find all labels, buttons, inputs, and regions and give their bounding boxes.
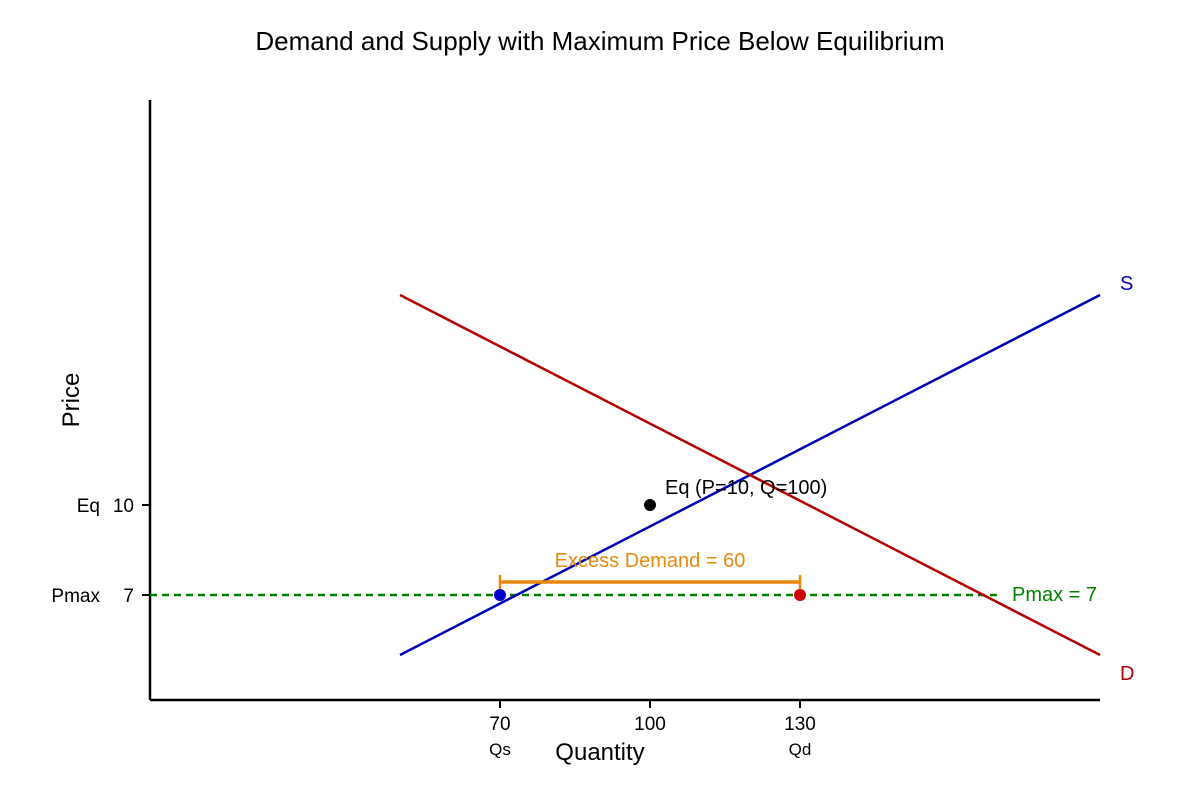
y-tick-prefix: Pmax xyxy=(51,586,100,607)
series-line-d xyxy=(399,293,1101,657)
equilibrium-point xyxy=(644,499,656,511)
price-ceiling-label: Pmax = 7 xyxy=(1012,584,1097,606)
y-tick-prefix: Eq xyxy=(77,496,100,517)
y-tick-label: 7 xyxy=(123,586,134,607)
chart-marks: Pmax = 7 S D 10 Eq 7 Pmax 70 Qs 100 130 Qd Excess De… xyxy=(51,273,1134,759)
qd-point xyxy=(794,589,806,601)
x-tick-sublabel: Qs xyxy=(489,740,511,759)
chart-title: Demand and Supply with Maximum Price Bel… xyxy=(255,26,944,56)
series-label-d: D xyxy=(1120,663,1134,685)
x-tick-label: 130 xyxy=(784,714,816,735)
x-tick-label: 100 xyxy=(634,714,666,735)
qs-point xyxy=(494,589,506,601)
series-label-s: S xyxy=(1120,273,1133,295)
equilibrium-label: Eq (P=10, Q=100) xyxy=(665,477,827,499)
y-tick-label: 10 xyxy=(113,496,134,517)
x-axis-label: Quantity xyxy=(555,739,644,766)
x-tick-label: 70 xyxy=(489,714,510,735)
excess-demand-label: Excess Demand = 60 xyxy=(555,550,746,572)
x-tick-sublabel: Qd xyxy=(789,740,812,759)
y-axis-label: Price xyxy=(58,373,85,428)
